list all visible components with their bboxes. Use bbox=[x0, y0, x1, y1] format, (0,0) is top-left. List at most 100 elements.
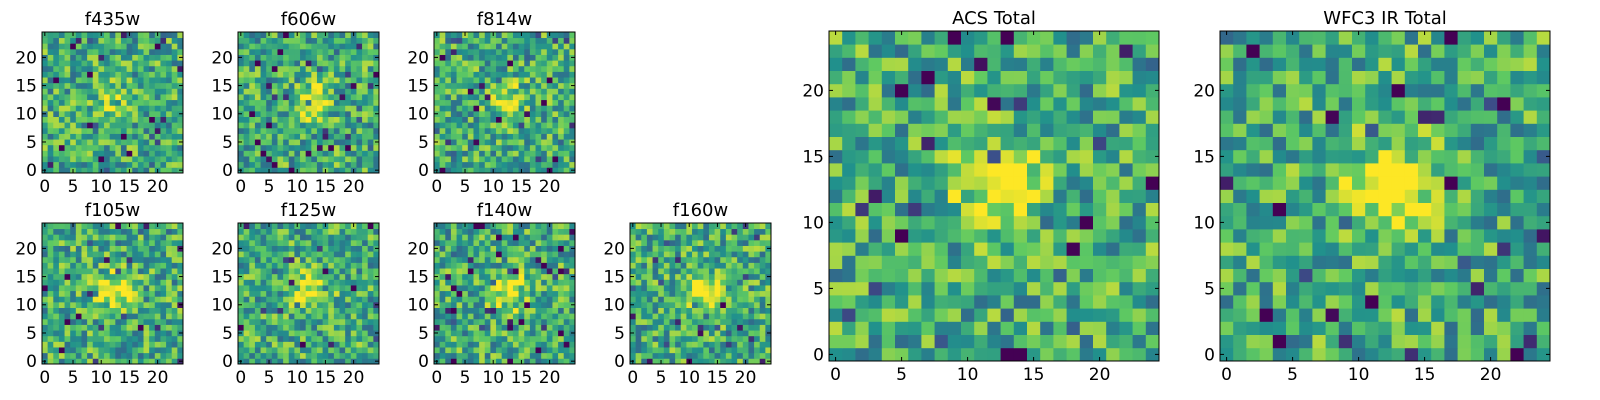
heatmap-cell bbox=[137, 167, 144, 174]
heatmap-cell bbox=[1053, 202, 1067, 217]
heatmap-cell bbox=[126, 139, 133, 146]
heatmap-cell bbox=[333, 307, 340, 314]
heatmap-cell bbox=[680, 358, 687, 365]
heatmap-cell bbox=[249, 234, 256, 241]
heatmap-cell bbox=[294, 144, 301, 151]
heatmap-cell bbox=[737, 228, 744, 235]
heatmap-cell bbox=[126, 251, 133, 258]
heatmap-cell bbox=[333, 239, 340, 246]
heatmap-cell bbox=[345, 94, 352, 101]
heatmap-cell bbox=[311, 262, 318, 269]
heatmap-cell bbox=[87, 290, 94, 297]
heatmap-cell bbox=[445, 335, 452, 342]
heatmap-cell bbox=[305, 301, 312, 308]
heatmap-cell bbox=[254, 262, 261, 269]
heatmap-cell bbox=[311, 251, 318, 258]
heatmap-cell bbox=[680, 285, 687, 292]
heatmap-cell bbox=[748, 273, 755, 280]
heatmap-cell bbox=[154, 88, 161, 95]
heatmap-cell bbox=[546, 301, 553, 308]
heatmap-cell bbox=[75, 71, 82, 78]
heatmap-cell bbox=[663, 285, 670, 292]
heatmap-cell bbox=[132, 352, 139, 359]
heatmap-cell bbox=[154, 110, 161, 117]
heatmap-cell bbox=[316, 127, 323, 134]
heatmap-cell bbox=[450, 307, 457, 314]
heatmap-cell bbox=[260, 60, 267, 67]
heatmap-cell bbox=[238, 256, 245, 263]
heatmap-cell bbox=[1040, 242, 1054, 256]
heatmap-cell bbox=[42, 251, 49, 258]
heatmap-cell bbox=[294, 37, 301, 44]
heatmap-cell bbox=[742, 330, 749, 337]
heatmap-cell bbox=[47, 144, 54, 151]
heatmap-cell bbox=[1013, 215, 1028, 230]
heatmap-cell bbox=[467, 251, 474, 258]
heatmap-cell bbox=[120, 122, 127, 129]
heatmap-cell bbox=[345, 105, 352, 112]
heatmap-cell bbox=[42, 156, 49, 163]
heatmap-cell bbox=[490, 318, 497, 325]
heatmap-cell bbox=[42, 285, 49, 292]
heatmap-cell bbox=[479, 60, 486, 67]
heatmap-cell bbox=[53, 122, 60, 129]
heatmap-cell bbox=[137, 150, 144, 157]
heatmap-cell bbox=[283, 245, 290, 252]
heatmap-cell bbox=[115, 133, 122, 140]
heatmap-cell bbox=[546, 60, 553, 67]
heatmap-cell bbox=[646, 318, 653, 325]
heatmap-cell bbox=[1066, 334, 1081, 349]
heatmap-cell bbox=[120, 144, 127, 151]
x-tick-label: 0 bbox=[431, 177, 442, 197]
heatmap-cell bbox=[490, 251, 497, 258]
heatmap-cell bbox=[356, 116, 363, 123]
heatmap-cell bbox=[686, 318, 693, 325]
heatmap-cell bbox=[479, 133, 486, 140]
heatmap-cell bbox=[137, 223, 144, 230]
heatmap-cell bbox=[742, 335, 749, 342]
heatmap-cell bbox=[473, 105, 480, 112]
heatmap-cell bbox=[658, 301, 665, 308]
heatmap-cell bbox=[42, 307, 49, 314]
heatmap-cell bbox=[350, 94, 357, 101]
heatmap-cell bbox=[333, 122, 340, 129]
heatmap-cell bbox=[143, 358, 150, 365]
heatmap-cell bbox=[260, 110, 267, 117]
heatmap-cell bbox=[512, 296, 519, 303]
heatmap-cell bbox=[166, 223, 173, 230]
heatmap-cell bbox=[243, 133, 250, 140]
heatmap-cell bbox=[42, 116, 49, 123]
heatmap-cell bbox=[518, 290, 525, 297]
heatmap-cell bbox=[507, 273, 514, 280]
heatmap-cell bbox=[58, 223, 65, 230]
heatmap-cell bbox=[92, 245, 99, 252]
heatmap-cell bbox=[552, 307, 559, 314]
heatmap-cell bbox=[109, 245, 116, 252]
heatmap-cell bbox=[266, 65, 273, 72]
heatmap-cell bbox=[855, 268, 869, 283]
heatmap-cell bbox=[171, 116, 178, 123]
heatmap-cell bbox=[271, 313, 278, 320]
heatmap-cell bbox=[496, 94, 503, 101]
heatmap-cell bbox=[294, 290, 301, 297]
heatmap-cell bbox=[518, 313, 525, 320]
heatmap-cell bbox=[271, 156, 278, 163]
heatmap-cell bbox=[630, 262, 637, 269]
heatmap-cell bbox=[126, 318, 133, 325]
heatmap-cell bbox=[552, 245, 559, 252]
heatmap-cell bbox=[456, 37, 463, 44]
heatmap-cell bbox=[333, 352, 340, 359]
axes-frame bbox=[237, 31, 380, 174]
heatmap-cell bbox=[260, 273, 267, 280]
heatmap-cell bbox=[529, 347, 536, 354]
x-tick-label: 15 bbox=[315, 368, 337, 388]
heatmap-cell bbox=[126, 347, 133, 354]
heatmap-cell bbox=[630, 341, 637, 348]
heatmap-cell bbox=[569, 313, 576, 320]
heatmap-cell bbox=[507, 256, 514, 263]
heatmap-cell bbox=[322, 273, 329, 280]
heatmap-cell bbox=[288, 285, 295, 292]
heatmap-cell bbox=[737, 273, 744, 280]
heatmap-cell bbox=[881, 321, 896, 335]
heatmap-cell bbox=[635, 307, 642, 314]
